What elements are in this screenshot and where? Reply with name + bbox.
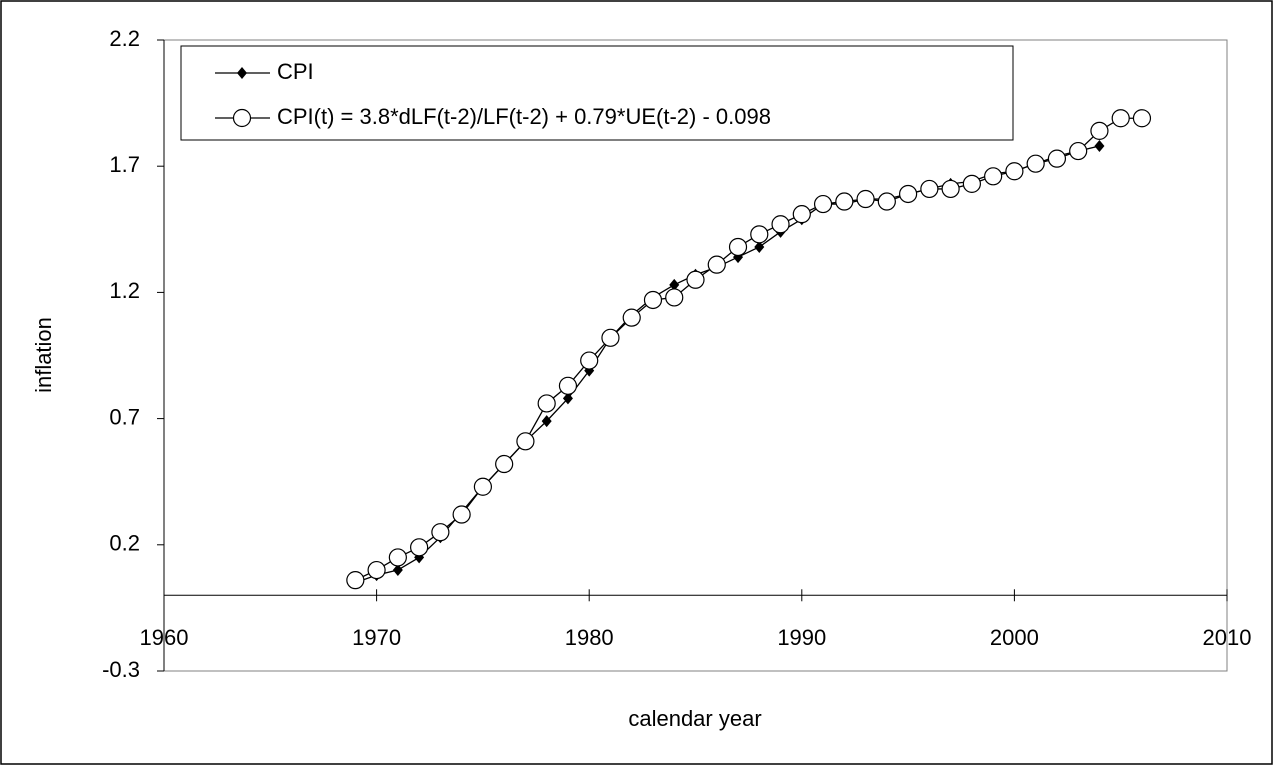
point [410,538,429,557]
point [813,194,833,214]
point [1132,109,1152,128]
point [562,392,573,405]
point [346,571,365,590]
point [984,167,1003,186]
y-tick-label: 2.2 [109,26,140,51]
point [962,174,981,193]
point [1090,121,1109,140]
point [1111,109,1130,128]
legend-label: CPI [277,59,314,84]
point [541,415,552,428]
point [771,215,790,234]
point [580,351,599,370]
point [537,394,556,413]
point [431,523,450,542]
point [856,189,875,209]
x-tick-label: 1960 [140,625,189,650]
point [1069,141,1088,161]
point [558,376,578,395]
x-tick-label: 2000 [990,625,1039,650]
y-tick-label: 1.7 [109,152,140,177]
point [622,308,641,327]
x-tick-label: 2010 [1203,625,1252,650]
point [941,179,960,199]
point [643,290,663,310]
y-axis-title: inflation [31,317,56,393]
legend-marker [232,108,252,128]
y-tick-label: 0.2 [109,531,140,556]
point [707,255,726,274]
point [367,560,386,580]
x-tick-label: 1970 [352,625,401,650]
point [669,278,680,291]
x-tick-label: 1980 [565,625,614,650]
point [754,240,765,253]
y-tick-label: -0.3 [102,657,140,682]
point [452,505,471,524]
point [686,270,705,289]
point [898,184,918,204]
point [1026,154,1045,173]
y-tick-label: 1.2 [109,278,140,303]
point [750,225,769,244]
point [877,192,896,211]
point [495,454,514,474]
legend-marker [237,67,247,79]
point [792,205,811,224]
y-tick-label: 0.7 [109,404,140,429]
point [473,477,492,496]
point [392,564,403,577]
x-axis-title: calendar year [628,706,761,731]
point [516,432,535,451]
point [835,192,854,211]
point [1047,149,1067,168]
x-tick-label: 1990 [777,625,826,650]
point [1005,162,1024,181]
point [1094,140,1105,153]
point [920,179,939,199]
legend-label: CPI(t) = 3.8*dLF(t-2)/LF(t-2) + 0.79*UE(… [277,104,771,129]
legend [180,45,1014,141]
point [728,237,748,257]
point [601,328,620,347]
point [388,548,407,567]
point [665,288,684,307]
